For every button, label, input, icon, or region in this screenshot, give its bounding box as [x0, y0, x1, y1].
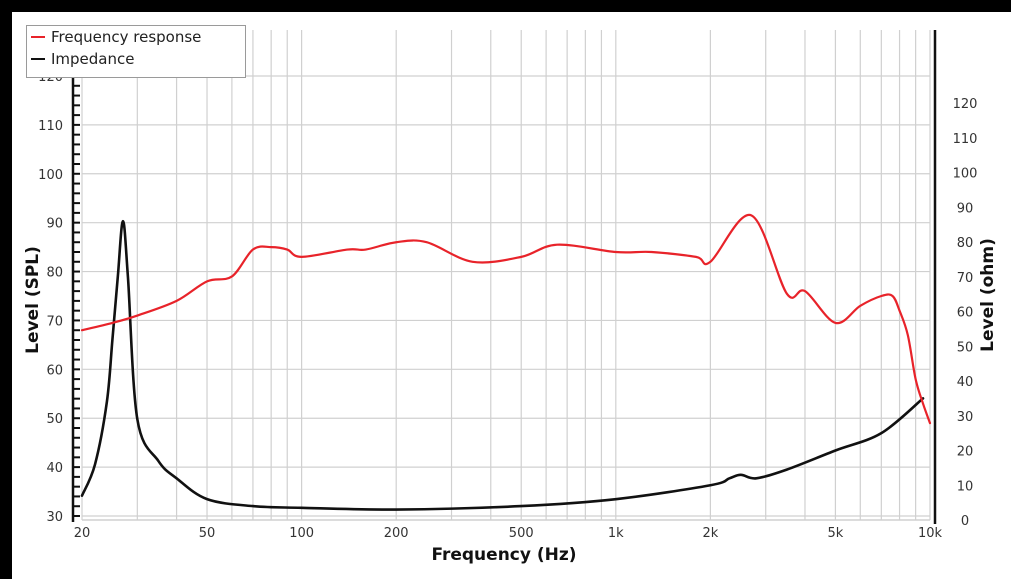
legend-label: Impedance	[51, 50, 135, 68]
legend-swatch-red	[31, 36, 45, 38]
y-axis-title: Level (SPL)	[23, 246, 43, 354]
y2-tick-label: 70	[957, 271, 974, 286]
impedance-line	[80, 219, 925, 511]
data-lines	[80, 214, 932, 511]
x-axis-title: Frequency (Hz)	[431, 545, 576, 565]
y-tick-label: 30	[46, 510, 63, 525]
y-tick-label: 70	[46, 314, 63, 329]
axes	[71, 30, 937, 524]
y2-tick-label: 90	[957, 201, 974, 216]
x-tick-label: 5k	[828, 526, 844, 541]
y-tick-label: 50	[46, 412, 63, 427]
y-tick-label: 110	[38, 119, 63, 134]
y2-tick-label: 10	[957, 479, 974, 494]
legend: Frequency response Impedance	[26, 25, 246, 78]
x-tick-label: 100	[289, 526, 314, 541]
chart-stage: 30 40 50 60 70 80 90 100 110 120 0 10 20 30 40 50 60 70 80…	[12, 12, 1011, 579]
y2-tick-label: 60	[957, 306, 974, 321]
x-tick-label: 10k	[918, 526, 943, 541]
y-tick-label: 80	[46, 266, 63, 281]
y2-tick-label: 50	[957, 340, 974, 355]
x-tick-label: 2k	[702, 526, 718, 541]
y-tick-label: 40	[46, 461, 63, 476]
y2-tick-label: 120	[953, 97, 978, 112]
y2-tick-label: 100	[953, 167, 978, 182]
y2-tick-label: 20	[957, 445, 974, 460]
y2-tick-label: 80	[957, 236, 974, 251]
grid	[81, 30, 931, 520]
legend-item-impedance: Impedance	[27, 48, 245, 70]
x-tick-label: 500	[509, 526, 534, 541]
y-tick-label: 60	[46, 363, 63, 378]
legend-item-frequency-response: Frequency response	[27, 26, 245, 48]
y2-tick-label: 30	[957, 410, 974, 425]
y2-tick-label: 40	[957, 375, 974, 390]
x-tick-label: 200	[384, 526, 409, 541]
axis-labels: 30 40 50 60 70 80 90 100 110 120 0 10 20 30 40 50 60 70 80…	[23, 70, 998, 565]
y2-tick-label: 0	[961, 514, 969, 529]
y2-tick-label: 110	[953, 132, 978, 147]
frequency-response-chart: 30 40 50 60 70 80 90 100 110 120 0 10 20 30 40 50 60 70 80…	[23, 30, 998, 565]
y-tick-label: 100	[38, 168, 63, 183]
frequency-response-line	[80, 214, 932, 425]
y2-axis-title: Level (ohm)	[978, 238, 998, 352]
x-tick-label: 20	[74, 526, 91, 541]
legend-label: Frequency response	[51, 28, 202, 46]
legend-swatch-black	[31, 58, 45, 60]
x-tick-label: 1k	[608, 526, 624, 541]
x-tick-label: 50	[199, 526, 216, 541]
y-tick-label: 90	[46, 217, 63, 232]
